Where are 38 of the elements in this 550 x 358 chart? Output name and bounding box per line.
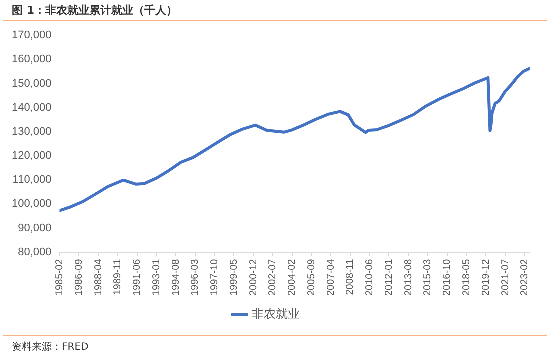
chart-title: 图 1：非农就业累计就业（千人） — [3, 0, 547, 21]
x-tick-label: 2010-06 — [364, 258, 376, 296]
legend-label: 非农就业 — [252, 307, 300, 322]
x-tick-label: 2013-08 — [403, 258, 414, 296]
y-tick-label: 90,000 — [18, 222, 52, 234]
x-tick-label: 1991-06 — [132, 258, 144, 296]
x-tick-label: 2008-11 — [345, 258, 356, 296]
x-tick-label: 2007-04 — [326, 258, 337, 296]
x-tick-label: 2004-02 — [287, 258, 298, 296]
x-tick-label: 1996-03 — [190, 258, 202, 296]
y-tick-label: 140,000 — [12, 102, 52, 114]
x-tick-label: 1986-09 — [74, 258, 85, 296]
x-tick-label: 2002-07 — [268, 258, 279, 296]
x-tick-label: 2015-03 — [422, 258, 434, 296]
text: 资料来源：FRED — [3, 335, 547, 354]
x-tick-label: 1985-02 — [54, 258, 66, 296]
x-tick-label: 2016-10 — [442, 258, 454, 296]
x-tick-label: 2023-02 — [520, 258, 531, 296]
x-tick-label: 2019-12 — [480, 258, 492, 296]
x-tick-label: 2021-07 — [500, 258, 512, 296]
y-tick-label: 130,000 — [12, 126, 52, 138]
y-tick-label: 100,000 — [12, 198, 52, 210]
x-tick-label: 1994-08 — [170, 258, 182, 296]
x-tick-label: 2000-12 — [248, 258, 260, 296]
x-tick-label: 1989-11 — [112, 258, 124, 296]
y-tick-label: 110,000 — [12, 174, 52, 186]
y-tick-label: 170,000 — [12, 30, 52, 42]
x-tick-label: 1988-04 — [93, 258, 104, 296]
x-tick-label: 1999-05 — [228, 258, 240, 296]
x-tick-label: 2018-05 — [462, 258, 473, 296]
y-tick-label: 150,000 — [12, 78, 52, 90]
x-tick-label: 1993-01 — [151, 258, 162, 296]
x-tick-label: 1997-10 — [210, 258, 221, 296]
y-tick-label: 120,000 — [12, 150, 52, 162]
x-tick-label: 2005-09 — [306, 258, 318, 296]
x-tick-label: 2012-01 — [384, 258, 395, 296]
y-tick-label: 80,000 — [18, 246, 52, 258]
y-tick-label: 160,000 — [12, 54, 52, 66]
